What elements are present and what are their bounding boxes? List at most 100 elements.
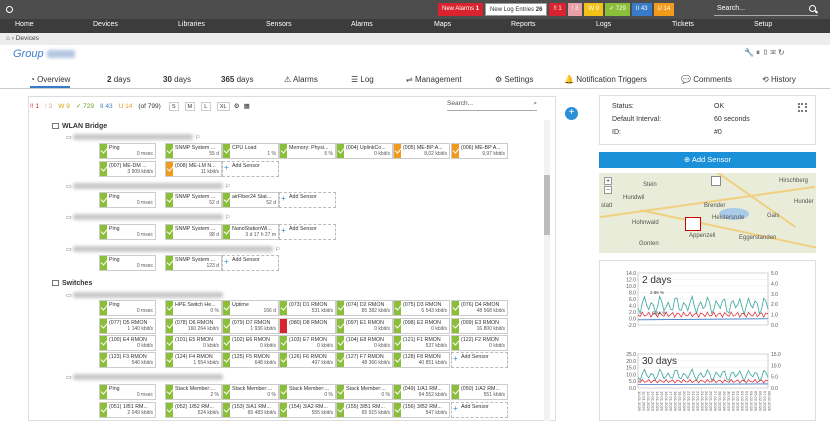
sensor-tile[interactable]: (154) 3/A2 RM... 555 kbit/s bbox=[279, 402, 336, 418]
sensor-tile[interactable]: (125) F5 RMON 648 kbit/s bbox=[222, 352, 279, 368]
sensor-tile[interactable]: (005) ME-BP A... 8,02 kbit/s bbox=[393, 143, 450, 159]
new-alarms-badge[interactable]: New Alarms 1 bbox=[438, 3, 484, 16]
down-badge[interactable]: !! 1 bbox=[549, 3, 566, 16]
sensor-tile[interactable]: SNMP System ... 55 d bbox=[165, 143, 222, 159]
sensor-tile[interactable]: NanoStationWi... 3 d 17 h 27 m bbox=[222, 224, 279, 240]
scroll-thumb[interactable] bbox=[544, 175, 550, 235]
device-4-label[interactable]: ▭ ⚐ bbox=[66, 246, 280, 253]
zoom-out-button[interactable]: − bbox=[604, 186, 612, 194]
nav-sensors[interactable]: Sensors bbox=[266, 21, 292, 28]
sensor-tile[interactable]: Ping 0 msec bbox=[99, 143, 156, 159]
add-group-button[interactable]: + bbox=[565, 107, 578, 120]
printer-marker-icon[interactable] bbox=[711, 176, 721, 186]
sensor-tile[interactable]: (079) D7 RMON 1 936 kbit/s bbox=[222, 318, 279, 334]
tab-2days[interactable]: 2 days bbox=[107, 75, 131, 84]
tab-overview[interactable]: ◔ Overview bbox=[30, 75, 71, 88]
sensor-tile[interactable]: (123) F3 RMON 546 kbit/s bbox=[99, 352, 156, 368]
add-sensor-tile[interactable]: Add Sensor bbox=[279, 224, 336, 240]
sensor-tile[interactable]: Stack Member:... 0 % bbox=[279, 384, 336, 400]
sensor-tile[interactable]: (155) 3/B1 RM... 65 915 kbit/s bbox=[336, 402, 393, 418]
grid-view-icon[interactable]: ▦ bbox=[243, 103, 250, 110]
device-2-label[interactable]: ▭ ⚐ bbox=[66, 183, 230, 190]
sensor-tile[interactable]: Stack Member:... 0 % bbox=[336, 384, 393, 400]
new-log-badge[interactable]: New Log Entries 26 bbox=[485, 3, 548, 16]
sensor-tile[interactable]: (073) D1 RMON 531 kbit/s bbox=[279, 300, 336, 316]
device-map-marker[interactable] bbox=[685, 217, 701, 231]
add-sensor-button[interactable]: ⊕ Add Sensor bbox=[599, 152, 816, 168]
sensor-tile[interactable]: (103) E7 RMON 0 kbit/s bbox=[279, 335, 336, 351]
sensor-tile[interactable]: (097) E1 RMON 0 kbit/s bbox=[336, 318, 393, 334]
qr-code-icon[interactable] bbox=[798, 103, 807, 112]
unusual-badge[interactable]: U 14 bbox=[653, 3, 675, 16]
sensor-tile[interactable]: SNMP System ... 98 d bbox=[165, 224, 222, 240]
breadcrumb-devices[interactable]: Devices bbox=[15, 35, 39, 42]
sensor-tile[interactable]: (156) 3/B2 RM... 547 kbit/s bbox=[393, 402, 450, 418]
filter-down[interactable]: !! 1 bbox=[30, 102, 40, 110]
tab-30days[interactable]: 30 days bbox=[163, 75, 191, 84]
sensor-tile[interactable]: (080) D8 RMON bbox=[279, 318, 336, 334]
down-ack-badge[interactable]: ! 3 bbox=[567, 3, 583, 16]
device-1-label[interactable]: ▭ ⚐ bbox=[66, 134, 200, 141]
sensor-tile[interactable]: (051) 1/B1 RM... 2 049 kbit/s bbox=[99, 402, 156, 418]
pause-icon[interactable]: ⏸ bbox=[755, 48, 762, 57]
sensor-tile[interactable]: (050) 1/A2 RM... 551 kbit/s bbox=[451, 384, 508, 400]
sensor-tile[interactable]: Ping 0 msec bbox=[99, 255, 156, 271]
add-sensor-tile[interactable]: Add Sensor bbox=[279, 192, 336, 208]
sensor-tile[interactable]: (102) E6 RMON 0 kbit/s bbox=[222, 335, 279, 351]
group-switches[interactable]: Switches bbox=[52, 280, 92, 287]
sensor-tile[interactable]: SNMP System ... 123 d bbox=[165, 255, 222, 271]
tree-scrollbar[interactable] bbox=[544, 120, 550, 421]
add-sensor-tile[interactable]: Add Sensor bbox=[222, 255, 279, 271]
refresh-icon[interactable]: ↻ bbox=[777, 48, 787, 57]
add-sensor-tile[interactable]: Add Sensor bbox=[222, 161, 279, 177]
sensor-tile[interactable]: (124) F4 RMON 1 554 kbit/s bbox=[165, 352, 222, 368]
sensor-tile[interactable]: airFiber24 Stat... 52 d bbox=[222, 192, 279, 208]
geo-map[interactable]: Stein Hundwil Brender Heistersrute Gais … bbox=[599, 173, 816, 253]
tab-settings[interactable]: ⚙ Settings bbox=[495, 75, 533, 84]
sensor-tile[interactable]: (052) 1/B2 RM... 524 kbit/s bbox=[165, 402, 222, 418]
filter-unusual[interactable]: U 14 bbox=[118, 102, 133, 110]
filter-up[interactable]: ✓ 729 bbox=[75, 103, 94, 110]
sensor-tile[interactable]: (101) E5 RMON 0 kbit/s bbox=[165, 335, 222, 351]
mail-icon[interactable]: ✉ bbox=[770, 48, 778, 57]
warning-badge[interactable]: W 9 bbox=[584, 3, 604, 16]
nav-alarms[interactable]: Alarms bbox=[351, 21, 373, 28]
sensor-tile[interactable]: CPU Load 1 % bbox=[222, 143, 279, 159]
sensor-tile[interactable]: (074) D2 RMON 85 382 kbit/s bbox=[336, 300, 393, 316]
sensor-tile[interactable]: (077) D5 RMON 1 140 kbit/s bbox=[99, 318, 156, 334]
nav-reports[interactable]: Reports bbox=[511, 21, 536, 28]
tab-history[interactable]: ⟲ History bbox=[762, 75, 796, 84]
sensor-tile[interactable]: Memory: Physi... 5 % bbox=[279, 143, 336, 159]
nav-logs[interactable]: Logs bbox=[596, 21, 612, 28]
wrench-icon[interactable]: 🔧 bbox=[744, 48, 756, 57]
sensor-tile[interactable]: (004) UplinkCo... 0 kbit/s bbox=[336, 143, 393, 159]
tab-log[interactable]: ☰ Log bbox=[351, 75, 374, 84]
nav-tickets[interactable]: Tickets bbox=[672, 21, 694, 28]
device-3-label[interactable]: ▭ ⚐ bbox=[66, 214, 230, 221]
nav-setup[interactable]: Setup bbox=[754, 21, 773, 28]
size-s-button[interactable]: S bbox=[168, 101, 179, 111]
tab-notification-triggers[interactable]: 🔔 Notification Triggers bbox=[564, 75, 647, 84]
sensor-tile[interactable]: (127) F7 RMON 48 366 kbit/s bbox=[336, 352, 393, 368]
tab-365days[interactable]: 365 days bbox=[221, 75, 254, 84]
tab-comments[interactable]: 💬 Comments bbox=[681, 75, 732, 84]
nav-libraries[interactable]: Libraries bbox=[178, 21, 205, 28]
global-search-input[interactable]: Search... bbox=[714, 3, 818, 16]
sensor-tile[interactable]: (104) E8 RMON 0 kbit/s bbox=[336, 335, 393, 351]
sensor-tile[interactable]: (153) 3/A1 RM... 65 483 kbit/s bbox=[222, 402, 279, 418]
sensor-tile[interactable]: (078) D6 RMON 160 264 kbit/s bbox=[165, 318, 222, 334]
doc-icon[interactable]: ▯ bbox=[761, 48, 771, 57]
sensor-tile[interactable]: (126) F6 RMON 497 kbit/s bbox=[279, 352, 336, 368]
sensor-tile[interactable]: (121) F1 RMON 537 kbit/s bbox=[393, 335, 450, 351]
sensor-tile[interactable]: Ping 0 msec bbox=[99, 300, 156, 316]
nav-maps[interactable]: Maps bbox=[434, 21, 452, 28]
device-5-label[interactable]: ▭ bbox=[66, 292, 224, 299]
sensor-tile[interactable]: (076) D4 RMON 48 568 kbit/s bbox=[451, 300, 508, 316]
sensor-tile[interactable]: Uptime 166 d bbox=[222, 300, 279, 316]
settings-gear-icon[interactable]: ⚙ bbox=[233, 103, 240, 110]
up-badge[interactable]: ✓ 729 bbox=[605, 3, 630, 16]
filter-paused[interactable]: II 43 bbox=[99, 102, 113, 110]
sensor-tile[interactable]: (099) E3 RMON 16 800 kbit/s bbox=[451, 318, 508, 334]
sensor-tile[interactable]: (098) E2 RMON 0 kbit/s bbox=[393, 318, 450, 334]
sensor-tile[interactable]: (122) F2 RMON 0 kbit/s bbox=[451, 335, 508, 351]
